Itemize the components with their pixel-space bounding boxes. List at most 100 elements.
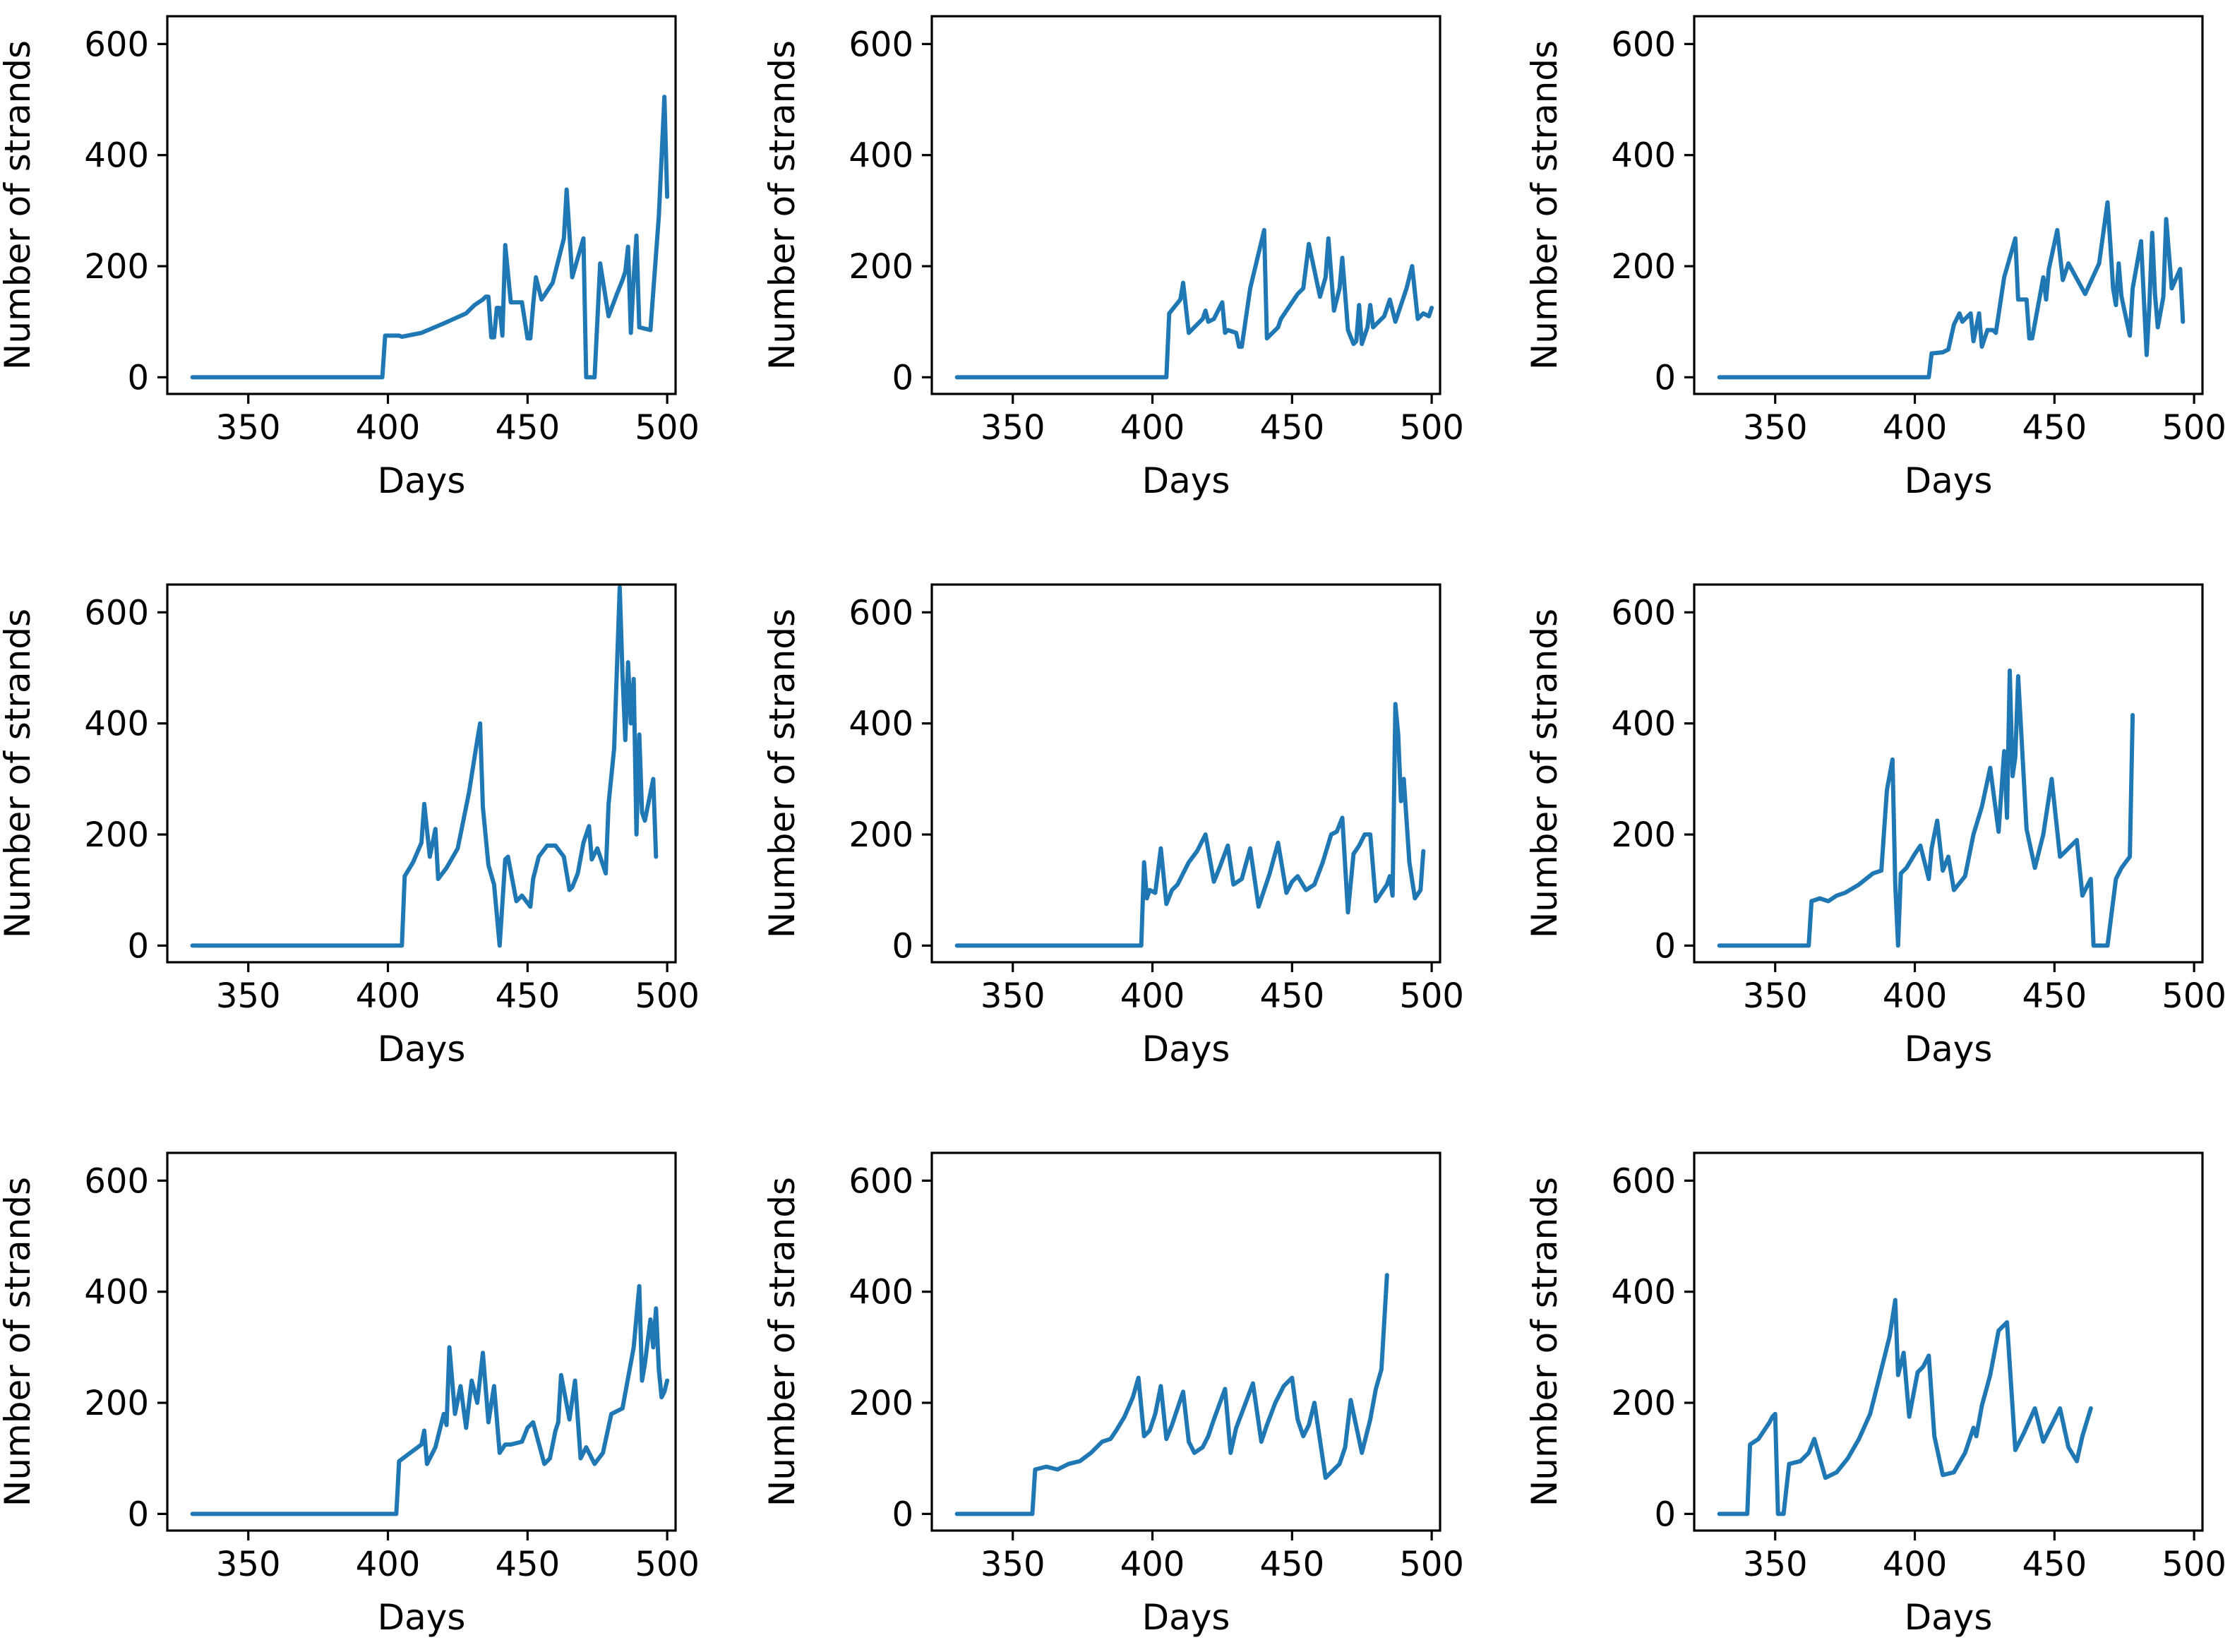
y-tick-label: 400 [849,705,913,744]
x-tick-label: 500 [635,408,700,448]
y-tick-label: 600 [1611,25,1676,64]
y-tick-label: 400 [84,136,149,176]
y-tick-label: 400 [84,705,149,744]
x-tick-label: 450 [1260,976,1325,1016]
y-tick-label: 0 [127,358,149,397]
x-axis-label: Days [378,1597,466,1638]
series-line [954,227,1434,380]
x-axis-label: Days [1905,460,1993,501]
x-tick-label: 450 [1260,408,1325,448]
y-tick-label: 0 [892,358,913,397]
x-tick-label: 450 [496,408,561,448]
y-axis-label: Number of strands [1524,1177,1565,1507]
subplot-1: 350 400 450 500 0 200 400 600 Days Number of stra… [0,15,700,501]
y-tick-label: 0 [1654,1495,1676,1534]
x-tick-label: 450 [2022,408,2087,448]
subplot-3: 350 400 450 500 0 200 400 600 Days Number of stra… [1524,15,2226,501]
plot-frame [1693,15,2204,395]
x-tick-label: 500 [2162,1545,2226,1584]
series-line [190,585,659,948]
y-tick-label: 0 [1654,926,1676,966]
series-line [190,95,670,380]
y-tick-label: 0 [1654,358,1676,397]
x-tick-label: 400 [356,976,421,1016]
x-tick-label: 350 [981,408,1045,448]
y-axis-label: Number of strands [1524,40,1565,370]
x-tick-label: 500 [1399,1545,1464,1584]
y-tick-label: 0 [127,926,149,966]
x-tick-label: 350 [1743,976,1808,1016]
y-tick-label: 600 [84,25,149,64]
y-tick-label: 600 [1611,593,1676,633]
y-tick-label: 400 [1611,136,1676,176]
subplot-4: 350 400 450 500 0 200 400 600 Days Number of stra… [0,583,700,1070]
subplot-6: 350 400 450 500 0 200 400 600 Days Number of stra… [1524,583,2226,1070]
x-tick-label: 400 [356,408,421,448]
y-tick-label: 200 [1611,1384,1676,1423]
y-tick-label: 600 [1611,1161,1676,1201]
y-tick-label: 600 [849,25,913,64]
y-tick-label: 400 [84,1273,149,1312]
x-tick-label: 500 [1399,976,1464,1016]
y-tick-label: 400 [849,1273,913,1312]
x-tick-label: 350 [1743,408,1808,448]
plot-frame [930,15,1441,395]
y-tick-label: 400 [1611,705,1676,744]
series-line [1717,668,2135,948]
x-tick-label: 350 [216,976,281,1016]
plot-frame [166,1151,677,1532]
plot-frame [1693,583,2204,964]
y-axis-label: Number of strands [762,609,803,938]
x-tick-label: 500 [1399,408,1464,448]
x-tick-label: 400 [1120,976,1185,1016]
y-tick-label: 0 [892,1495,913,1534]
x-tick-label: 350 [216,408,281,448]
series-line [1717,200,2186,380]
x-tick-label: 350 [981,976,1045,1016]
x-tick-label: 500 [2162,408,2226,448]
y-tick-label: 600 [84,593,149,633]
x-tick-label: 350 [1743,1545,1808,1584]
y-axis-label: Number of strands [0,40,38,370]
x-tick-label: 350 [981,1545,1045,1584]
y-tick-label: 400 [849,136,913,176]
x-tick-label: 450 [496,976,561,1016]
y-tick-label: 200 [84,815,149,855]
y-tick-label: 600 [849,1161,913,1201]
x-axis-label: Days [1142,1597,1230,1638]
y-tick-label: 600 [84,1161,149,1201]
y-axis-label: Number of strands [1524,609,1565,938]
x-tick-label: 450 [496,1545,561,1584]
x-axis-label: Days [378,1029,466,1070]
y-axis-label: Number of strands [762,1177,803,1507]
y-tick-label: 200 [84,247,149,287]
series-line [954,1273,1389,1516]
y-tick-label: 400 [1611,1273,1676,1312]
y-tick-label: 200 [1611,815,1676,855]
x-tick-label: 400 [1120,408,1185,448]
x-axis-label: Days [378,460,466,501]
plot-frame [1693,1151,2204,1532]
x-tick-label: 500 [635,976,700,1016]
y-tick-label: 200 [849,1384,913,1423]
y-tick-label: 0 [892,926,913,966]
series-line [190,1283,670,1516]
x-tick-label: 500 [635,1545,700,1584]
subplot-5: 350 400 450 500 0 200 400 600 Days Number of stra… [762,583,1464,1070]
x-tick-label: 450 [2022,976,2087,1016]
subplot-9: 350 400 450 500 0 200 400 600 Days Number of stra… [1524,1151,2226,1638]
y-tick-label: 600 [849,593,913,633]
plot-frame [166,15,677,395]
subplot-8: 350 400 450 500 0 200 400 600 Days Number of stra… [762,1151,1464,1638]
x-tick-label: 500 [2162,976,2226,1016]
y-tick-label: 200 [1611,247,1676,287]
x-axis-label: Days [1905,1029,1993,1070]
y-axis-label: Number of strands [762,40,803,370]
x-axis-label: Days [1142,460,1230,501]
y-tick-label: 200 [849,247,913,287]
x-tick-label: 400 [1120,1545,1185,1584]
x-tick-label: 400 [356,1545,421,1584]
x-axis-label: Days [1905,1597,1993,1638]
x-tick-label: 450 [1260,1545,1325,1584]
